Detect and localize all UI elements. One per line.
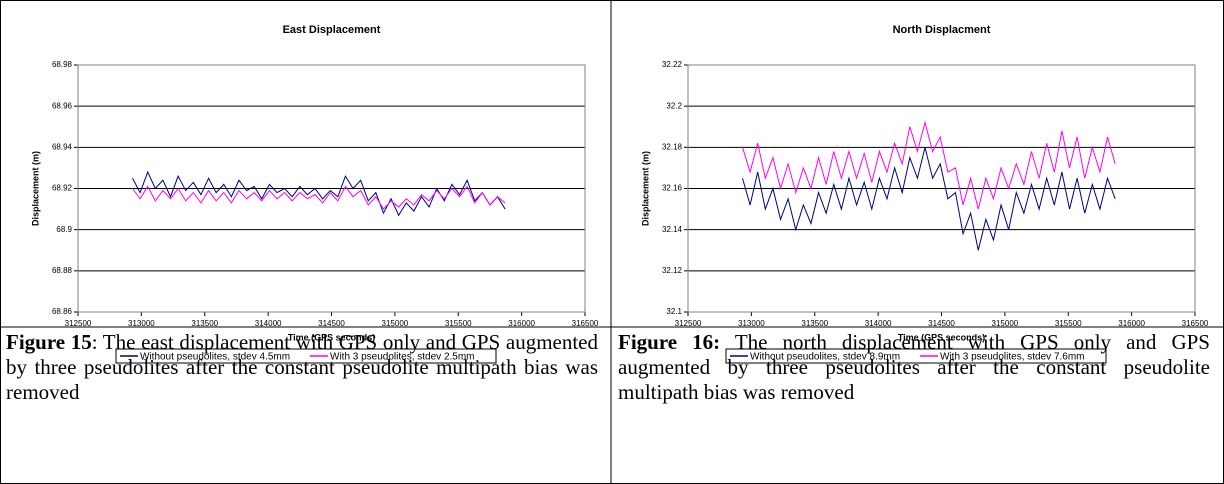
- chart-title: East Displacement: [283, 24, 381, 36]
- x-tick-label: 312500: [675, 319, 702, 328]
- caption-text: The north displacement with GPS only and…: [618, 330, 1210, 404]
- plot-frame: [77, 64, 586, 313]
- y-tick-label: 68.96: [52, 101, 73, 110]
- series-line: [132, 170, 506, 217]
- y-tick-label: 68.94: [52, 142, 73, 151]
- x-tick-label: 316500: [1182, 319, 1209, 328]
- y-tick-label: 32.2: [666, 101, 682, 110]
- x-tick-label: 313000: [128, 319, 155, 328]
- x-axis-label: Time (GPS seconds): [898, 332, 985, 342]
- legend-label: Without pseudolites, stdev 4.5mm: [140, 352, 290, 363]
- x-tick-label: 316000: [1118, 319, 1145, 328]
- x-tick-label: 315500: [1055, 319, 1082, 328]
- x-tick-label: 313500: [191, 319, 218, 328]
- y-tick-label: 32.18: [662, 142, 683, 151]
- caption: Figure 16: The north displacement with G…: [618, 330, 1210, 405]
- y-axis-label: Displacement (m): [640, 151, 650, 226]
- caption: Figure 15: The east displacement with GP…: [6, 330, 598, 405]
- x-tick-label: 314000: [865, 319, 892, 328]
- x-tick-label: 314500: [318, 319, 345, 328]
- chart-title: North Displacment: [893, 24, 991, 36]
- legend-label: With 3 pseudolites, stdev 2.5mm: [330, 352, 475, 363]
- x-tick-label: 314000: [255, 319, 282, 328]
- y-tick-label: 68.92: [52, 184, 73, 193]
- y-tick-label: 68.9: [56, 225, 72, 234]
- legend-label: With 3 pseudolites, stdev 7.6mm: [940, 352, 1085, 363]
- x-tick-label: 315000: [382, 319, 409, 328]
- x-axis-label: Time (GPS seconds): [288, 332, 375, 342]
- series-line: [742, 147, 1116, 251]
- y-tick-label: 32.22: [662, 60, 683, 69]
- caption-text: : The east displacement with GPS only an…: [6, 330, 599, 404]
- x-tick-label: 314500: [928, 319, 955, 328]
- series-line: [132, 185, 506, 210]
- x-tick-label: 315500: [445, 319, 472, 328]
- plot-frame: [687, 64, 1196, 313]
- y-tick-label: 32.16: [662, 184, 683, 193]
- series-line: [742, 120, 1116, 210]
- caption-label: Figure 15: [6, 330, 92, 354]
- legend-label: Without pseudolites, stdev 8.9mm: [750, 352, 900, 363]
- legend-box: [725, 348, 1107, 364]
- y-tick-label: 68.88: [52, 266, 73, 275]
- caption-label: Figure 16:: [618, 330, 721, 354]
- x-tick-label: 313000: [738, 319, 765, 328]
- legend-box: [115, 348, 497, 364]
- x-tick-label: 316000: [508, 319, 535, 328]
- x-tick-label: 316500: [572, 319, 599, 328]
- x-tick-label: 313500: [801, 319, 828, 328]
- y-tick-label: 32.12: [662, 266, 683, 275]
- y-tick-label: 32.14: [662, 225, 683, 234]
- y-tick-label: 68.98: [52, 60, 73, 69]
- y-tick-label: 32.1: [666, 307, 682, 316]
- y-tick-label: 68.86: [52, 307, 73, 316]
- x-tick-label: 312500: [65, 319, 92, 328]
- y-axis-label: Displacement (m): [30, 151, 40, 226]
- x-tick-label: 315000: [992, 319, 1019, 328]
